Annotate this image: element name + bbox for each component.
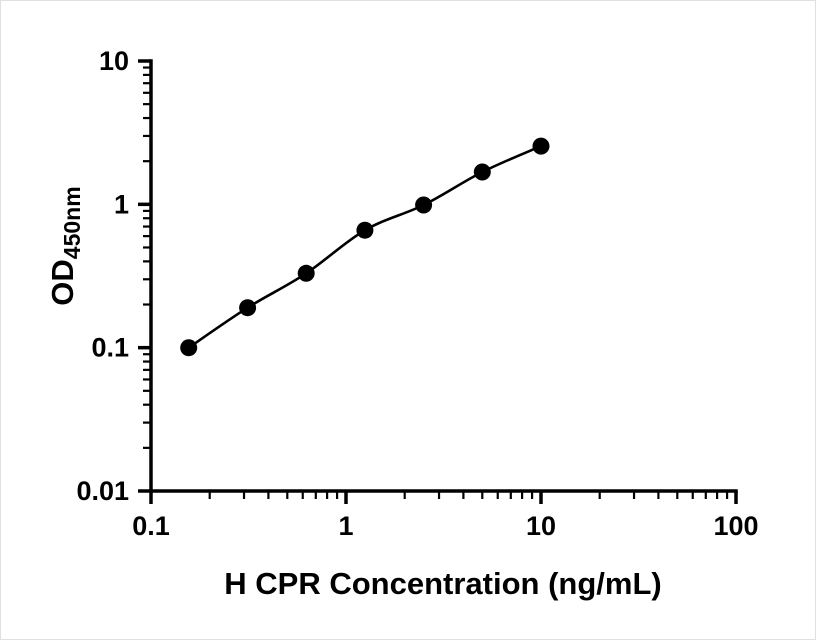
x-tick-label: 0.1 xyxy=(132,511,170,541)
x-axis-title: H CPR Concentration (ng/mL) xyxy=(224,566,661,601)
series-group xyxy=(180,137,550,357)
axes-lines xyxy=(149,59,738,493)
y-tick-label: 1 xyxy=(114,189,129,219)
y-axis-title-main: OD xyxy=(45,259,80,306)
data-point-marker xyxy=(356,221,374,239)
ticks-group xyxy=(138,59,738,504)
y-axis-title: OD450nm xyxy=(45,186,85,305)
data-point-marker xyxy=(180,339,198,357)
x-tick-label: 1 xyxy=(338,511,353,541)
data-point-marker xyxy=(473,163,491,181)
data-point-marker xyxy=(297,264,315,282)
y-tick-label: 10 xyxy=(99,46,129,76)
x-tick-label: 10 xyxy=(526,511,556,541)
data-point-marker xyxy=(239,299,257,317)
y-axis-title-subscript: 450nm xyxy=(59,186,85,259)
y-tick-label: 0.1 xyxy=(91,333,129,363)
data-point-marker xyxy=(532,137,550,155)
data-point-marker xyxy=(415,196,433,214)
y-tick-label: 0.01 xyxy=(76,476,129,506)
axes-group xyxy=(149,59,738,493)
x-tick-label: 100 xyxy=(713,511,758,541)
